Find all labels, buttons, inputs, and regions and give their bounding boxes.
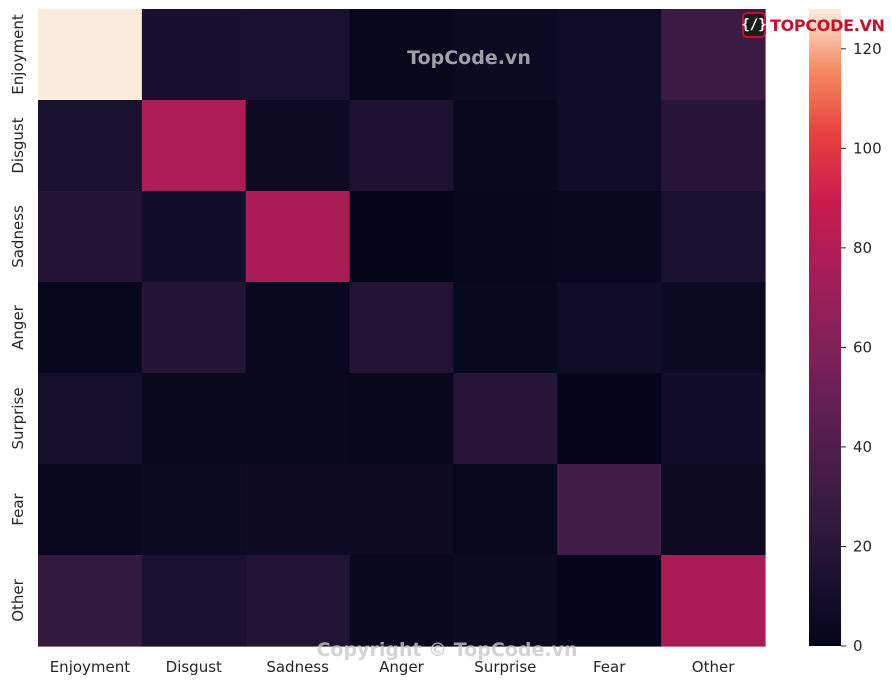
logo-text: TOPCODE.VN [770,15,885,35]
heatmap-cell [349,555,455,647]
heatmap-cell [661,282,766,374]
row-tick-label: Disgust [9,117,27,173]
column-tick-label: Enjoyment [50,658,131,676]
heatmap-cell [661,100,766,192]
colorbar-tick-label: 120 [853,40,882,58]
heatmap-cell [349,191,455,283]
row-tick-label: Anger [9,304,27,350]
heatmap-cell [661,464,766,556]
colorbar-ticks: 0 20 40 60 80 100 120 [841,40,882,655]
heatmap-cell [661,555,766,647]
heatmap-cell [453,373,558,465]
heatmap-cell [38,373,143,465]
row-tick-label: Other [9,578,27,621]
heatmap-cell [453,282,558,374]
column-labels: Enjoyment Disgust Sadness Anger Surprise Fear… [50,658,735,676]
colorbar-tick-label: 20 [853,537,872,555]
heatmap-cell [349,464,455,556]
heatmap-cell [245,191,351,283]
row-labels: Enjoyment Disgust Sadness Anger Surprise Fear… [9,14,27,622]
heatmap-cell [661,191,766,283]
heatmap-cell [245,9,351,101]
column-tick-label: Fear [593,658,626,676]
column-tick-label: Surprise [474,658,536,676]
heatmap-cell [349,100,455,192]
heatmap-cell [141,555,247,647]
heatmap-cell [245,464,351,556]
column-tick-label: Anger [379,658,425,676]
heatmap-cell [38,555,143,647]
colorbar-tick-label: 60 [853,338,872,356]
watermark-center-text: TopCode.vn [407,47,531,69]
colorbar-tick-label: 0 [853,637,863,655]
heatmap-cell [38,191,143,283]
heatmap-cell [453,555,558,647]
row-tick-label: Sadness [9,205,27,268]
heatmap-cell [141,100,247,192]
heatmap-cell [141,464,247,556]
heatmap-cell [245,373,351,465]
heatmap-cell [245,555,351,647]
heatmap-cell [453,191,558,283]
heatmap-cell [38,9,143,101]
heatmap-cells [38,9,766,647]
heatmap-cell [453,100,558,192]
column-tick-label: Other [692,658,735,676]
heatmap-cell [38,100,143,192]
heatmap-cell [557,282,662,374]
heatmap-cell [349,282,455,374]
heatmap-cell [141,191,247,283]
heatmap-cell [141,9,247,101]
column-tick-label: Sadness [266,658,329,676]
heatmap-cell [453,9,558,101]
row-tick-label: Enjoyment [9,14,27,95]
heatmap-cell [453,464,558,556]
row-tick-label: Fear [9,492,27,525]
colorbar-tick-label: 40 [853,438,872,456]
topcode-logo: {/} TOPCODE.VN [741,10,885,40]
watermark-bottom-text: Copyright © TopCode.vn [316,639,577,661]
heatmap-cell [557,191,662,283]
colorbar-tick-label: 80 [853,239,872,257]
heatmap-cell [557,9,662,101]
row-tick-label: Surprise [9,387,27,449]
heatmap-cell [38,464,143,556]
heatmap-cell [141,373,247,465]
heatmap-cell [557,555,662,647]
heatmap-cell [38,282,143,374]
heatmap-cell [245,282,351,374]
heatmap-cell [141,282,247,374]
code-brackets-icon: {/} [741,12,767,38]
heatmap-cell [661,373,766,465]
heatmap-cell [557,373,662,465]
heatmap-cell [557,464,662,556]
heatmap-cell [557,100,662,192]
heatmap-cell [349,373,455,465]
column-tick-label: Disgust [166,658,222,676]
heatmap-cell [349,9,455,101]
colorbar [809,9,841,646]
colorbar-tick-label: 100 [853,139,882,157]
heatmap-cell [245,100,351,192]
